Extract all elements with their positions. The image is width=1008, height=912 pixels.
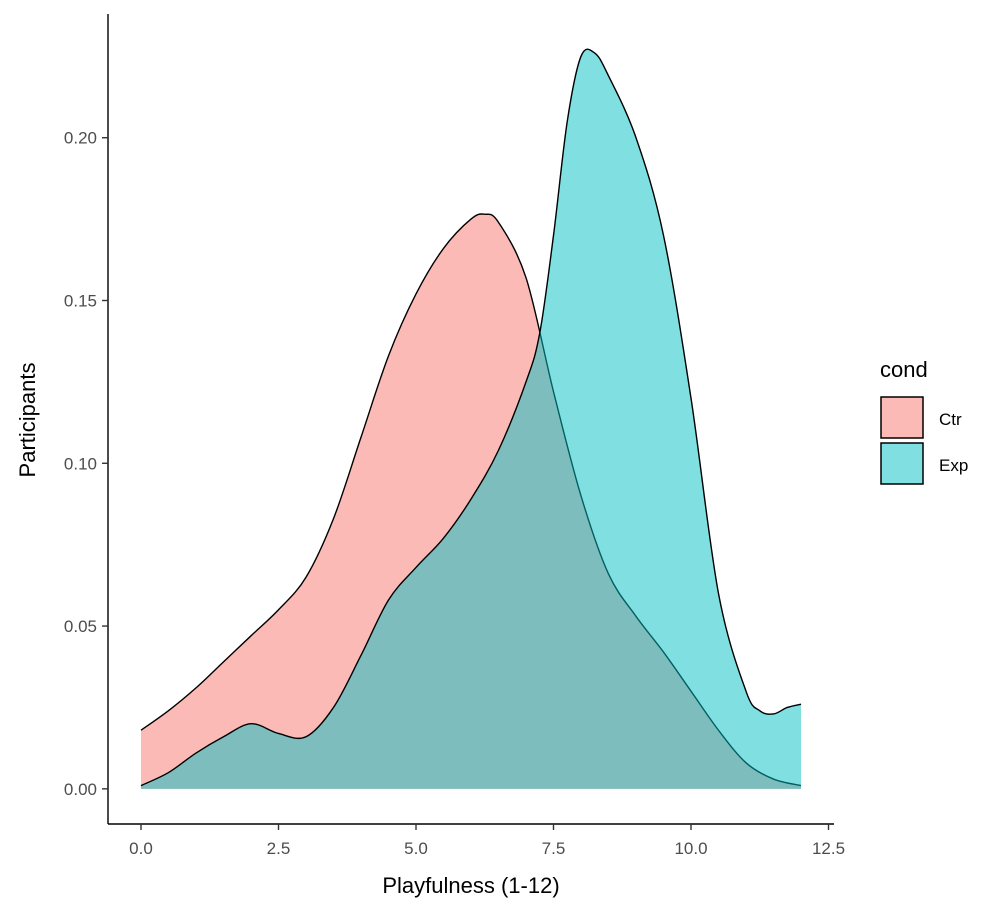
y-tick-label: 0.20 [64, 129, 97, 148]
x-axis-ticks: 0.0 2.5 5.0 7.5 10.0 12.5 [129, 824, 845, 858]
x-tick-label: 10.0 [674, 839, 707, 858]
plot-panel: 0.00 0.05 0.10 0.15 0.20 0.0 2.5 5.0 7.5 10.0 12.… [64, 14, 845, 858]
density-area-exp [141, 49, 801, 789]
legend-key-ctr [880, 396, 924, 439]
y-tick-label: 0.05 [64, 617, 97, 636]
legend-title: cond [880, 357, 928, 382]
x-tick-label: 5.0 [404, 839, 428, 858]
y-axis-title: Participants [15, 363, 40, 478]
y-tick-label: 0.15 [64, 291, 97, 310]
y-tick-label: 0.10 [64, 454, 97, 473]
y-axis-ticks: 0.00 0.05 0.10 0.15 0.20 [64, 129, 108, 799]
y-tick-label: 0.00 [64, 780, 97, 799]
legend-label-ctr: Ctr [939, 410, 962, 429]
density-areas [140, 48, 802, 789]
x-tick-label: 12.5 [812, 839, 845, 858]
legend-item-exp: Exp [880, 442, 968, 485]
legend-label-exp: Exp [939, 456, 968, 475]
x-tick-label: 2.5 [267, 839, 291, 858]
x-tick-label: 7.5 [542, 839, 566, 858]
x-tick-label: 0.0 [129, 839, 153, 858]
legend: cond Ctr Exp [880, 357, 968, 485]
density-line-exp [140, 48, 802, 787]
legend-key-exp [880, 442, 924, 485]
x-axis-title: Playfulness (1-12) [382, 873, 559, 898]
legend-item-ctr: Ctr [880, 396, 962, 439]
